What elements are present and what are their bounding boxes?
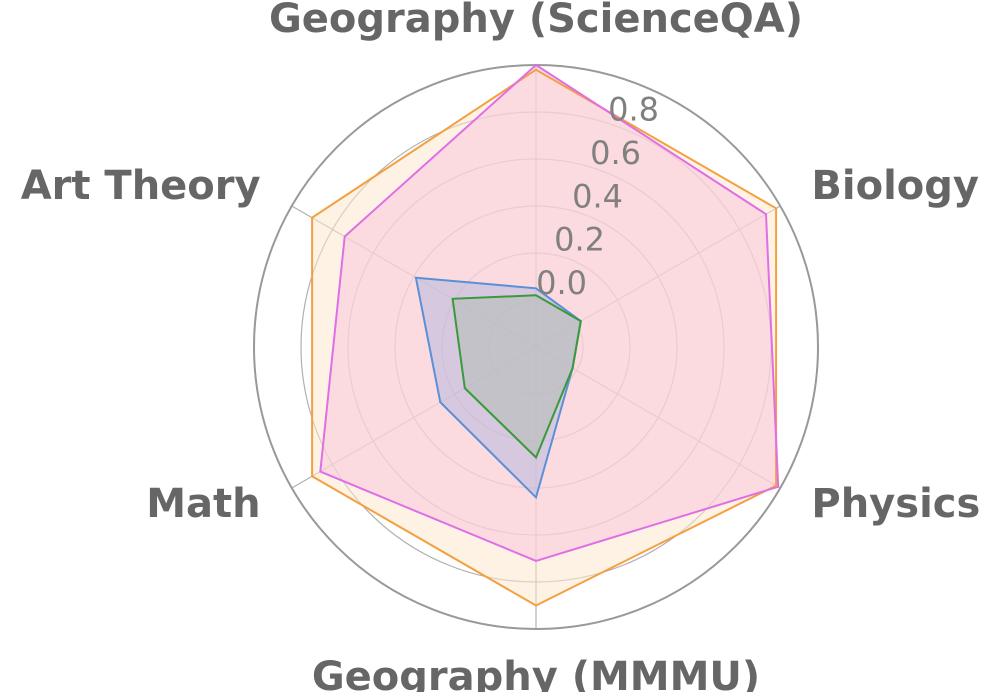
axis-label-3: Geography (MMMU) <box>312 654 760 692</box>
tick-label-3: 0.6 <box>590 134 641 172</box>
series-3-line <box>451 294 582 460</box>
axis-label-5: Art Theory <box>21 163 261 209</box>
tick-label-4: 0.8 <box>608 90 659 128</box>
axis-label-0: Geography (ScienceQA) <box>269 0 803 42</box>
axis-label-2: Physics <box>811 481 980 527</box>
series-0-line <box>311 68 778 607</box>
tick-label-1: 0.2 <box>554 221 605 259</box>
radar-series <box>311 63 780 607</box>
series-1-line <box>319 63 780 562</box>
axis-label-4: Math <box>146 481 260 527</box>
tick-label-2: 0.4 <box>572 177 623 215</box>
axis-label-1: Biology <box>811 163 979 209</box>
axis-labels: Geography (ScienceQA) Biology Physics Geogr… <box>21 0 981 692</box>
series-3-area <box>452 295 581 458</box>
radial-tick-labels: 0.0 0.2 0.4 0.6 0.8 <box>536 90 659 302</box>
tick-label-0: 0.0 <box>536 264 587 302</box>
